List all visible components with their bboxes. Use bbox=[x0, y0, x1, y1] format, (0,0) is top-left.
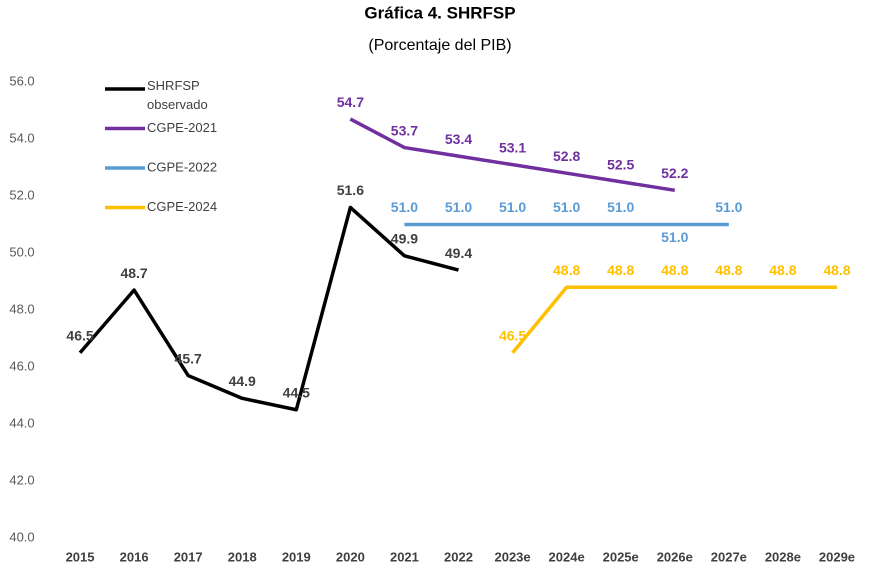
legend-label: SHRFSP observado bbox=[147, 78, 208, 112]
data-label: 48.8 bbox=[769, 262, 796, 278]
x-tick-label: 2026e bbox=[657, 549, 693, 564]
data-label: 44.5 bbox=[283, 384, 310, 400]
data-label: 52.2 bbox=[661, 165, 688, 181]
y-tick-label: 40.0 bbox=[9, 529, 34, 544]
y-tick-label: 50.0 bbox=[9, 244, 34, 259]
data-label: 45.7 bbox=[175, 350, 202, 366]
data-label: 52.8 bbox=[553, 148, 580, 164]
data-label: 53.4 bbox=[445, 131, 472, 147]
data-label: 44.9 bbox=[229, 373, 256, 389]
data-label: 54.7 bbox=[337, 94, 364, 110]
data-label: 48.8 bbox=[715, 262, 742, 278]
legend-label: CGPE-2021 bbox=[147, 120, 217, 135]
data-label: 51.0 bbox=[607, 199, 634, 215]
data-label: 51.6 bbox=[337, 182, 364, 198]
legend-label: CGPE-2024 bbox=[147, 199, 217, 214]
data-label: 46.5 bbox=[499, 327, 526, 343]
x-tick-label: 2028e bbox=[765, 549, 801, 564]
series-line bbox=[78, 205, 459, 412]
data-label: 48.8 bbox=[553, 262, 580, 278]
x-tick-label: 2015 bbox=[66, 549, 95, 564]
data-label: 51.0 bbox=[391, 199, 418, 215]
x-tick-label: 2024e bbox=[549, 549, 585, 564]
data-label: 51.0 bbox=[553, 199, 580, 215]
chart-title: Gráfica 4. SHRFSP bbox=[364, 3, 515, 22]
data-label: 48.8 bbox=[661, 262, 688, 278]
data-label: 51.0 bbox=[445, 199, 472, 215]
chart-subtitle: (Porcentaje del PIB) bbox=[368, 37, 511, 54]
x-tick-label: 2018 bbox=[228, 549, 257, 564]
x-tick-label: 2025e bbox=[603, 549, 639, 564]
data-label: 51.0 bbox=[715, 199, 742, 215]
y-tick-label: 44.0 bbox=[9, 415, 34, 430]
data-label: 51.0 bbox=[499, 199, 526, 215]
y-tick-label: 54.0 bbox=[9, 130, 34, 145]
legend-label: CGPE-2022 bbox=[147, 159, 217, 174]
data-label: 51.0 bbox=[661, 229, 688, 245]
series-line bbox=[349, 117, 676, 193]
data-label: 53.1 bbox=[499, 139, 526, 155]
series-line bbox=[511, 285, 837, 354]
data-label: 46.5 bbox=[66, 327, 93, 343]
data-label: 49.9 bbox=[391, 231, 418, 247]
data-label: 48.7 bbox=[120, 265, 147, 281]
x-tick-label: 2016 bbox=[120, 549, 149, 564]
x-tick-label: 2023e bbox=[494, 549, 530, 564]
x-tick-label: 2020 bbox=[336, 549, 365, 564]
data-label: 49.4 bbox=[445, 245, 472, 261]
data-label: 53.7 bbox=[391, 122, 418, 138]
data-label: 48.8 bbox=[823, 262, 850, 278]
x-tick-label: 2019 bbox=[282, 549, 311, 564]
y-tick-label: 48.0 bbox=[9, 301, 34, 316]
y-tick-label: 56.0 bbox=[9, 73, 34, 88]
x-tick-label: 2022 bbox=[444, 549, 473, 564]
data-label: 48.8 bbox=[607, 262, 634, 278]
x-tick-label: 2027e bbox=[711, 549, 747, 564]
y-tick-label: 46.0 bbox=[9, 358, 34, 373]
x-tick-label: 2021 bbox=[390, 549, 419, 564]
x-tick-label: 2017 bbox=[174, 549, 203, 564]
x-tick-label: 2029e bbox=[819, 549, 855, 564]
data-label: 52.5 bbox=[607, 156, 634, 172]
y-tick-label: 52.0 bbox=[9, 187, 34, 202]
y-tick-label: 42.0 bbox=[9, 472, 34, 487]
